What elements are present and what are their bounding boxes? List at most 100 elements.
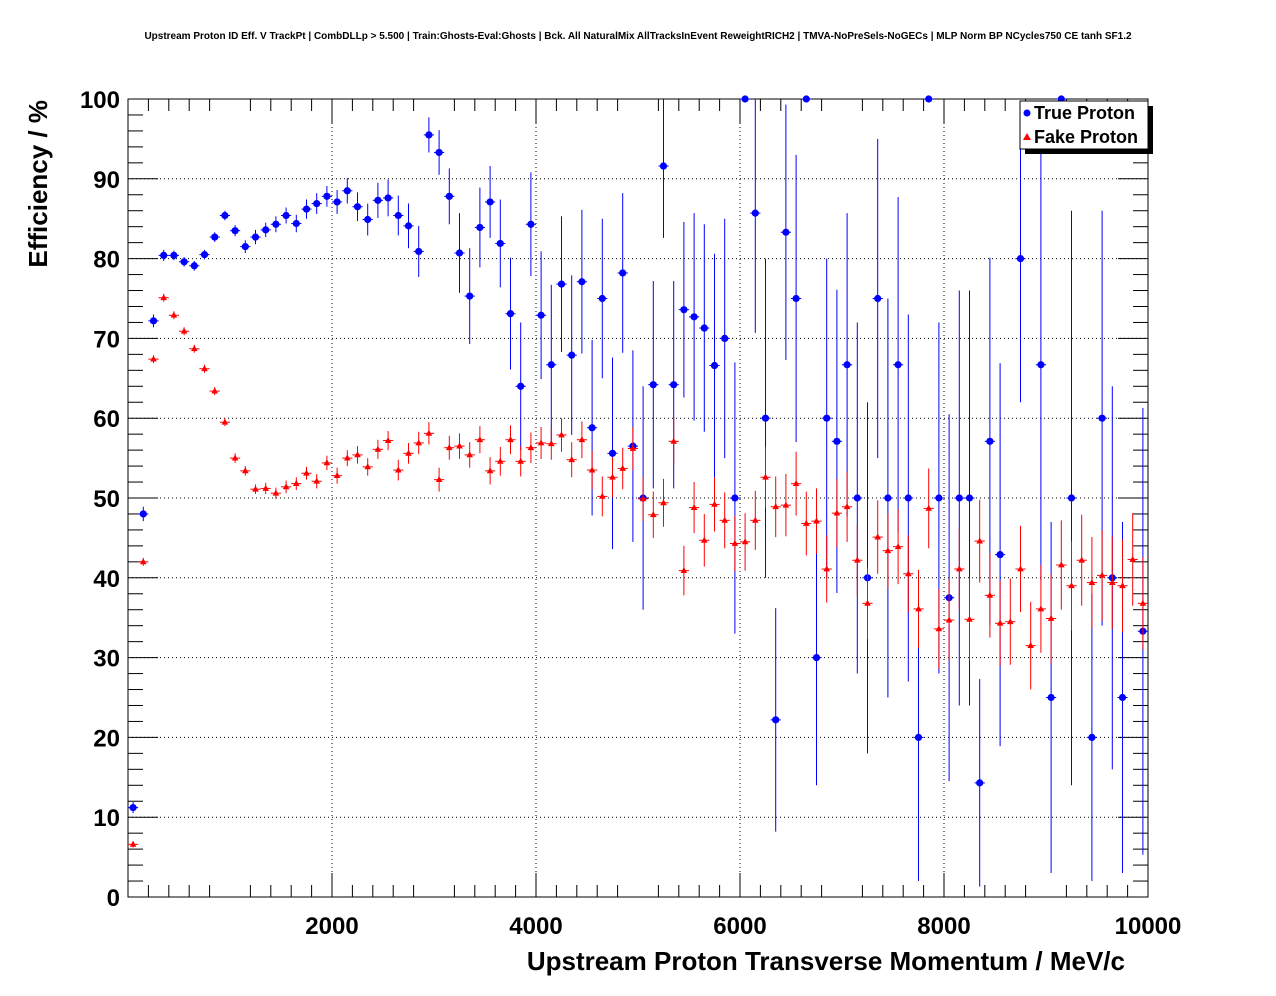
- data-point: [456, 442, 463, 449]
- data-point: [149, 317, 158, 325]
- x-tick-label: 4000: [509, 913, 562, 940]
- data-point: [660, 499, 667, 506]
- data-point: [129, 804, 137, 812]
- data-point: [180, 258, 188, 266]
- data-point: [282, 211, 290, 220]
- data-point: [1067, 494, 1076, 502]
- data-point: [803, 519, 810, 526]
- data-point: [486, 467, 494, 474]
- data-point: [1098, 571, 1106, 578]
- data-point: [762, 473, 769, 480]
- data-point: [506, 310, 515, 318]
- data-point: [690, 313, 698, 321]
- data-point: [670, 437, 677, 444]
- data-point: [302, 205, 311, 213]
- data-point: [527, 220, 535, 228]
- data-point: [751, 209, 759, 217]
- data-point: [139, 510, 147, 518]
- data-point: [497, 457, 504, 464]
- data-point: [313, 477, 320, 484]
- data-point: [1139, 599, 1147, 606]
- y-tick-label: 40: [93, 566, 120, 593]
- data-point: [864, 599, 871, 606]
- series-fake-proton: [128, 293, 1148, 848]
- data-point: [231, 454, 239, 461]
- data-point: [976, 537, 983, 544]
- data-point: [425, 131, 433, 139]
- chart-title: Upstream Proton ID Eff. V TrackPt | Comb…: [144, 31, 1132, 42]
- data-point: [272, 220, 280, 228]
- y-tick-label: 70: [93, 326, 120, 353]
- data-point: [619, 464, 626, 471]
- data-point: [1016, 255, 1025, 263]
- data-point: [384, 194, 392, 202]
- data-point: [323, 459, 331, 466]
- data-point: [333, 472, 341, 479]
- data-point: [353, 203, 362, 211]
- series-layer: [128, 95, 1148, 887]
- data-point: [843, 361, 851, 369]
- data-point: [823, 414, 831, 422]
- data-point: [191, 345, 198, 352]
- data-point: [395, 466, 402, 473]
- axis-ticks: 2000 4000 6000 8000 10000 0 10 20 30 40 50 60 70 80 90…: [80, 87, 1181, 940]
- data-point: [445, 192, 453, 200]
- data-point: [323, 192, 331, 200]
- data-point: [914, 733, 923, 742]
- data-point: [557, 280, 566, 288]
- data-point: [741, 95, 749, 103]
- data-point: [629, 444, 637, 451]
- legend-marker-true-proton: [1023, 109, 1031, 117]
- data-point: [843, 503, 851, 510]
- data-point: [476, 223, 484, 232]
- data-point: [517, 457, 524, 464]
- data-point: [833, 437, 841, 445]
- y-tick-label: 30: [93, 646, 120, 673]
- data-point: [537, 311, 545, 319]
- data-point: [241, 243, 249, 251]
- y-tick-label: 0: [107, 885, 120, 912]
- x-tick-label: 10000: [1115, 913, 1182, 940]
- data-point: [466, 292, 474, 300]
- data-point: [282, 483, 290, 490]
- data-point: [364, 215, 372, 224]
- data-point: [721, 516, 728, 523]
- data-point: [404, 222, 413, 230]
- data-point: [343, 187, 351, 195]
- data-point: [904, 494, 912, 502]
- data-point: [772, 503, 779, 510]
- data-point: [394, 211, 402, 220]
- data-point: [731, 494, 739, 502]
- legend-label-true-proton: True Proton: [1034, 103, 1135, 123]
- data-point: [935, 494, 943, 502]
- data-point: [905, 570, 912, 577]
- data-point: [446, 444, 453, 451]
- data-point: [894, 361, 902, 369]
- data-point: [517, 382, 525, 390]
- y-tick-label: 100: [80, 87, 120, 114]
- y-tick-label: 20: [93, 725, 120, 752]
- x-tick-label: 8000: [917, 913, 970, 940]
- data-point: [833, 509, 841, 516]
- data-point: [486, 198, 494, 206]
- data-point: [150, 355, 157, 362]
- data-point: [1088, 578, 1096, 585]
- data-point: [986, 437, 994, 445]
- data-point: [731, 539, 739, 546]
- data-point: [1118, 693, 1127, 702]
- data-point: [374, 445, 382, 452]
- data-point: [711, 500, 718, 507]
- data-point: [140, 558, 147, 565]
- y-tick-label: 90: [93, 167, 120, 194]
- data-point: [211, 233, 219, 241]
- data-point: [160, 251, 168, 260]
- data-point: [659, 162, 668, 170]
- data-point: [588, 424, 596, 432]
- data-point: [680, 306, 688, 314]
- y-tick-label: 50: [93, 486, 120, 513]
- legend-marker-fake-proton: [1023, 133, 1031, 140]
- data-point: [588, 466, 596, 473]
- data-point: [599, 492, 606, 499]
- data-point: [547, 361, 555, 369]
